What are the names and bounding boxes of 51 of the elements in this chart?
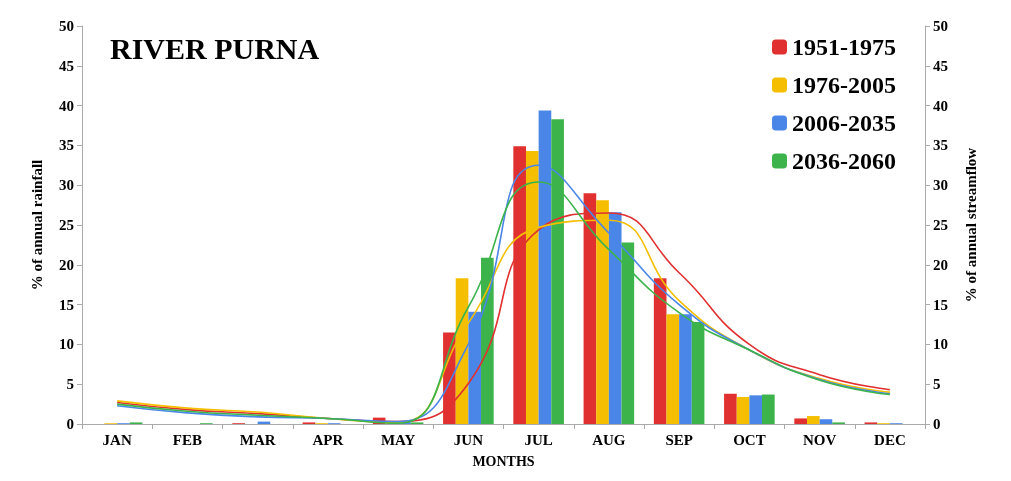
y2-tick-label: 30 (933, 177, 948, 194)
bar (794, 418, 807, 424)
bar (762, 394, 775, 424)
y2-tick-label: 25 (933, 217, 948, 233)
y-tick-label: 5 (66, 376, 74, 393)
y-tick-label: 50 (59, 18, 74, 34)
y-tick-label: 40 (59, 97, 74, 114)
x-tick-label: MAR (239, 431, 276, 448)
y-tick-label: 45 (59, 57, 74, 74)
y2-tick-label: 40 (933, 97, 948, 114)
bar (653, 278, 667, 424)
x-tick-label: SEP (665, 431, 693, 448)
bar (666, 314, 680, 424)
y2-tick-label: 15 (933, 296, 948, 313)
x-tick-label: APR (312, 431, 344, 448)
y2-tick-label: 35 (933, 137, 948, 154)
legend-label: 1951-1975 (792, 34, 897, 60)
y2-tick-label: 20 (933, 256, 948, 273)
y-tick-label: 10 (59, 336, 74, 353)
y-tick-label: 30 (59, 177, 74, 194)
x-tick-label: JUN (453, 431, 484, 448)
x-tick-label: JAN (102, 431, 132, 448)
y2-tick-label: 10 (933, 336, 948, 353)
bar (749, 395, 763, 424)
y-tick-label: 35 (59, 137, 74, 154)
y-tick-label: 15 (59, 296, 74, 313)
y-axis-title: % of annual rainfall (28, 159, 45, 291)
x-tick-label: AUG (592, 431, 626, 448)
y-tick-label: 20 (59, 256, 74, 273)
legend-label: 2006-2035 (792, 110, 897, 136)
x-tick-label: NOV (802, 431, 837, 448)
legend-label: 2036-2060 (792, 148, 897, 174)
x-tick-label: FEB (172, 431, 202, 448)
y2-tick-label: 0 (933, 416, 941, 432)
bar (736, 396, 750, 424)
y2-axis-title: % of annual streamflow (962, 147, 979, 303)
y2-tick-label: 50 (933, 18, 948, 34)
x-axis-title: MONTHS (472, 453, 535, 469)
bar (819, 419, 833, 424)
y-tick-label: 25 (59, 217, 74, 233)
x-tick-label: MAY (380, 431, 416, 448)
bar (806, 416, 820, 424)
x-tick-label: OCT (733, 431, 766, 448)
legend-label: 1976-2005 (792, 72, 897, 98)
y2-tick-label: 5 (933, 376, 941, 393)
y-tick-label: 0 (66, 416, 74, 432)
y2-tick-label: 45 (933, 57, 948, 74)
bar (724, 393, 737, 424)
x-tick-label: DEC (874, 431, 906, 448)
x-tick-label: JUL (524, 431, 553, 448)
chart-title: RIVER PURNA (110, 31, 320, 65)
